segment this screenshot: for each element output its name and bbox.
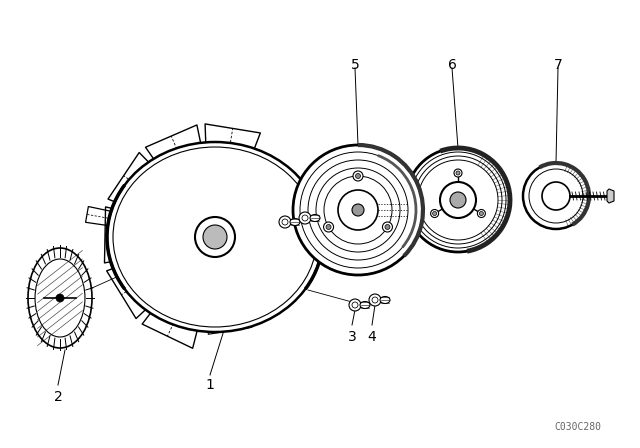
Circle shape xyxy=(440,182,476,218)
Circle shape xyxy=(195,217,235,257)
Circle shape xyxy=(353,171,363,181)
Circle shape xyxy=(324,222,333,232)
Polygon shape xyxy=(142,237,221,348)
Circle shape xyxy=(203,225,227,249)
Circle shape xyxy=(450,192,466,208)
Circle shape xyxy=(431,210,438,217)
Polygon shape xyxy=(108,152,216,243)
Text: 4: 4 xyxy=(367,330,376,344)
Polygon shape xyxy=(205,124,260,238)
Circle shape xyxy=(523,163,589,229)
Polygon shape xyxy=(145,125,220,241)
Ellipse shape xyxy=(310,215,320,221)
Ellipse shape xyxy=(107,142,323,332)
Circle shape xyxy=(282,219,288,225)
Polygon shape xyxy=(607,189,614,203)
Circle shape xyxy=(293,145,423,275)
Circle shape xyxy=(302,215,308,221)
Circle shape xyxy=(326,224,331,229)
Text: 7: 7 xyxy=(554,58,563,72)
Circle shape xyxy=(352,204,364,216)
Circle shape xyxy=(456,171,460,175)
Circle shape xyxy=(433,211,436,215)
Circle shape xyxy=(542,182,570,210)
Ellipse shape xyxy=(290,219,300,225)
Circle shape xyxy=(454,169,462,177)
Text: 5: 5 xyxy=(351,58,360,72)
Text: 3: 3 xyxy=(348,330,356,344)
Text: 8: 8 xyxy=(278,188,287,202)
Text: 9: 9 xyxy=(296,188,305,202)
Polygon shape xyxy=(86,207,215,241)
Circle shape xyxy=(279,216,291,228)
Circle shape xyxy=(372,297,378,303)
Circle shape xyxy=(385,224,390,229)
Circle shape xyxy=(355,173,360,178)
Ellipse shape xyxy=(360,302,370,309)
Circle shape xyxy=(56,294,64,302)
Circle shape xyxy=(338,190,378,230)
Text: 6: 6 xyxy=(447,58,456,72)
Circle shape xyxy=(352,302,358,308)
Circle shape xyxy=(369,294,381,306)
Circle shape xyxy=(479,211,483,215)
Circle shape xyxy=(349,299,361,311)
Text: C030C280: C030C280 xyxy=(554,422,602,432)
Circle shape xyxy=(406,148,510,252)
Text: 2: 2 xyxy=(54,390,62,404)
Circle shape xyxy=(383,222,392,232)
Ellipse shape xyxy=(28,248,92,348)
Ellipse shape xyxy=(380,297,390,303)
Polygon shape xyxy=(104,207,217,263)
Circle shape xyxy=(477,210,485,217)
Text: 1: 1 xyxy=(205,378,214,392)
Polygon shape xyxy=(107,233,220,319)
Circle shape xyxy=(299,212,311,224)
